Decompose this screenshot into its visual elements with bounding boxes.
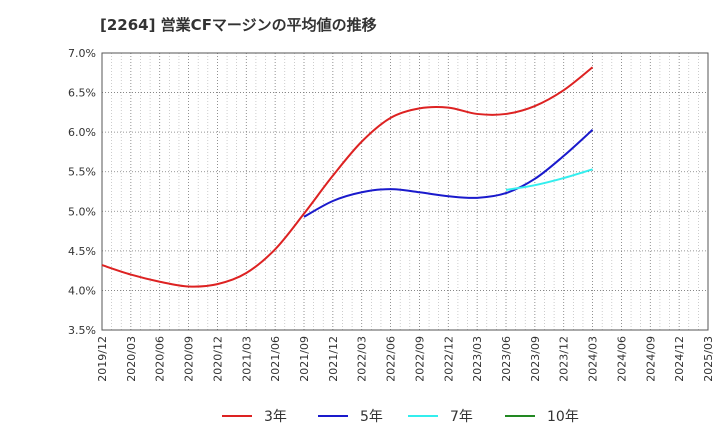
x-tick-label: 2020/12 [211,336,224,382]
legend-swatch [408,415,438,417]
x-tick-label: 2024/06 [615,336,628,382]
y-tick-label: 4.5% [68,245,96,258]
chart-title: [2264] 営業CFマージンの平均値の推移 [100,16,377,34]
series-line-3 [505,168,593,191]
series-line-2 [303,129,594,218]
legend-item-2: 5年 [318,404,383,428]
legend-item-1: 3年 [222,404,287,428]
legend-swatch [222,415,252,417]
legend-label: 3年 [264,409,287,425]
x-tick-label: 2023/03 [471,336,484,382]
x-tick-label: 2023/06 [500,336,513,382]
grid-lines [102,53,708,330]
y-tick-label: 5.5% [68,166,96,179]
y-tick-label: 3.5% [68,324,96,337]
x-tick-label: 2020/06 [154,336,167,382]
axes [101,52,709,331]
x-tick-label: 2020/09 [183,336,196,382]
x-tick-label: 2025/03 [702,336,715,382]
series-line-1 [101,66,594,288]
x-tick-label: 2021/12 [327,336,340,382]
x-tick-label: 2019/12 [96,336,109,382]
legend-swatch [318,415,348,417]
x-tick-label: 2021/09 [298,336,311,382]
legend-item-4: 10年 [505,404,579,428]
x-tick-label: 2023/09 [529,336,542,382]
y-tick-label: 6.0% [68,126,96,139]
x-tick-label: 2022/06 [385,336,398,382]
y-tick-label: 5.0% [68,205,96,218]
x-tick-label: 2024/12 [673,336,686,382]
x-tick-label: 2020/03 [125,336,138,382]
x-tick-label: 2024/09 [644,336,657,382]
legend-item-3: 7年 [408,404,473,428]
legend-swatch [505,415,535,417]
legend: 3年 5年 7年 10年 [0,404,720,428]
x-tick-labels: 2019/12 2020/03 2020/06 2020/09 2020/12 2021/… [96,336,715,382]
x-tick-label: 2022/03 [356,336,369,382]
y-tick-label: 4.0% [68,284,96,297]
y-tick-label: 6.5% [68,87,96,100]
x-tick-label: 2024/03 [587,336,600,382]
y-tick-labels: 3.5% 4.0% 4.5% 5.0% 5.5% 6.0% 6.5% 7.0% [68,47,96,337]
plot-frame [101,52,709,331]
legend-label: 7年 [450,409,473,425]
x-tick-label: 2022/12 [442,336,455,382]
series-lines [101,66,594,288]
x-tick-label: 2022/09 [413,336,426,382]
x-tick-label: 2021/03 [240,336,253,382]
y-tick-label: 7.0% [68,47,96,60]
x-tick-label: 2023/12 [558,336,571,382]
x-tick-label: 2021/06 [269,336,282,382]
legend-label: 10年 [547,409,579,425]
legend-label: 5年 [360,409,383,425]
